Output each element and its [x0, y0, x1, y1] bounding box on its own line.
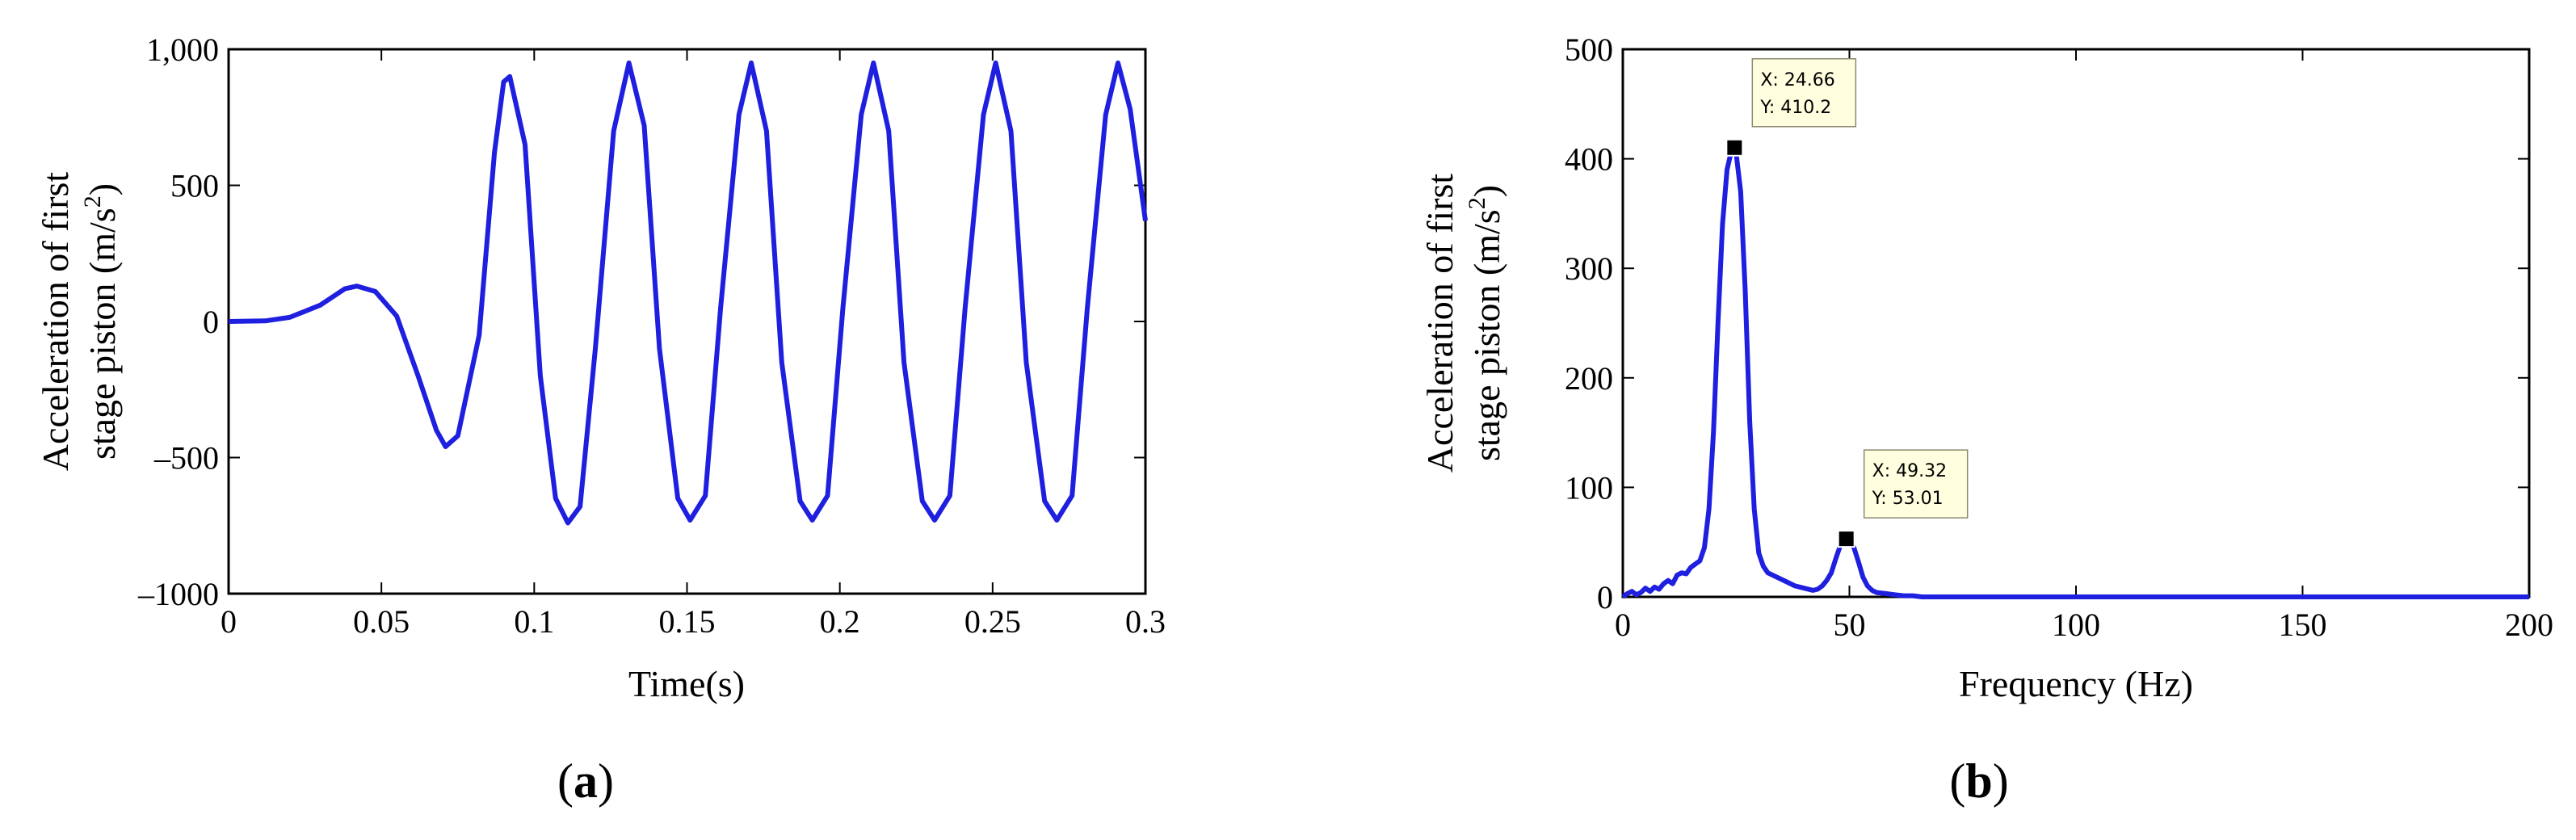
data-tip: X: 24.66 Y: 410.2 [1725, 58, 1857, 157]
series-line [228, 60, 1148, 526]
data-tip-y-label: Y: 410.2 [1759, 98, 1831, 118]
x-axis-ticks: 0 50 100 150 200 [1615, 49, 2553, 643]
y-axis-title-close: ) [1466, 185, 1507, 197]
panel-letter-b: b [1965, 754, 1992, 808]
x-tick-label: 0.05 [353, 603, 410, 640]
x-axis-title: Time(s) [628, 663, 745, 704]
plot-area-frame [1621, 48, 2531, 598]
panel-label-a: (a) [557, 754, 614, 808]
panel-label-b: (b) [1949, 754, 2008, 808]
x-tick-label: 0.25 [964, 603, 1021, 640]
y-axis-title-line2: stage piston (m/s [82, 208, 123, 460]
data-tip-x-label: X: 24.66 [1760, 70, 1834, 90]
y-tick-label: 400 [1565, 141, 1613, 178]
x-tick-label: 0 [221, 603, 237, 640]
x-axis-ticks: 0 0.05 0.1 0.15 0.2 0.25 0.3 [221, 49, 1166, 640]
y-axis-title: Acceleration of first stage piston (m/s2… [1419, 174, 1507, 473]
svg-text:Acceleration of first: Acceleration of first [1419, 174, 1460, 473]
y-tick-label: –500 [153, 440, 219, 477]
x-tick-label: 0.2 [820, 603, 860, 640]
data-tip-box [1863, 449, 1969, 519]
y-axis-ticks: 1,000 500 0 –500 –1000 [137, 32, 1145, 612]
y-axis-title-superscript: 2 [79, 195, 106, 208]
data-tip: X: 49.32 Y: 53.01 [1837, 449, 1969, 548]
x-tick-label: 50 [1834, 607, 1866, 643]
y-axis-title-superscript: 2 [1464, 197, 1490, 209]
chart-panel-b: 0 50 100 150 200 500 400 300 200 100 0 X: 24.66 Y:… [1419, 32, 2553, 808]
x-tick-label: 0.1 [514, 603, 554, 640]
data-tip-marker [1725, 138, 1744, 157]
x-tick-label: 100 [2052, 607, 2100, 643]
plot-area-frame [227, 48, 1147, 595]
chart-panel-a: 0 0.05 0.1 0.15 0.2 0.25 0.3 1,000 500 0 –500 –100… [35, 32, 1166, 808]
y-tick-label: 100 [1565, 469, 1613, 506]
svg-text:Acceleration of first: Acceleration of first [35, 172, 76, 472]
y-tick-label: 500 [170, 168, 219, 204]
y-axis-ticks: 500 400 300 200 100 0 [1565, 32, 2529, 615]
y-axis-title-line2: stage piston (m/s [1466, 209, 1507, 461]
x-axis-title: Frequency (Hz) [1959, 663, 2193, 704]
y-axis-title-line1: Acceleration of first [1419, 174, 1460, 473]
x-tick-label: 0 [1615, 607, 1631, 643]
y-axis-title-line1: Acceleration of first [35, 172, 76, 472]
x-tick-label: 150 [2279, 607, 2327, 643]
data-tip-y-label: Y: 53.01 [1872, 489, 1944, 509]
x-tick-label: 0.15 [659, 603, 716, 640]
svg-text:stage piston (m/s2): stage piston (m/s2) [79, 183, 123, 460]
data-tip-x-label: X: 49.32 [1872, 461, 1947, 481]
y-axis-title: Acceleration of first stage piston (m/s2… [35, 172, 123, 472]
y-tick-label: 300 [1565, 250, 1613, 287]
y-tick-label: 0 [203, 304, 219, 340]
data-tip-box [1751, 58, 1857, 128]
data-tip-marker [1837, 530, 1855, 548]
y-tick-label: 1,000 [146, 32, 219, 68]
x-tick-label: 200 [2505, 607, 2553, 643]
x-tick-label: 0.3 [1125, 603, 1166, 640]
y-tick-label: 500 [1565, 32, 1613, 68]
svg-text:stage piston (m/s2): stage piston (m/s2) [1464, 185, 1507, 461]
y-tick-label: –1000 [137, 576, 219, 612]
y-tick-label: 200 [1565, 360, 1613, 397]
y-tick-label: 0 [1597, 579, 1613, 615]
series-line [1621, 145, 2529, 599]
y-axis-title-close: ) [82, 183, 123, 195]
data-tip-group: X: 24.66 Y: 410.2 X: 49.32 Y: 53.01 [1725, 58, 1969, 548]
panel-letter-a: a [574, 754, 598, 808]
